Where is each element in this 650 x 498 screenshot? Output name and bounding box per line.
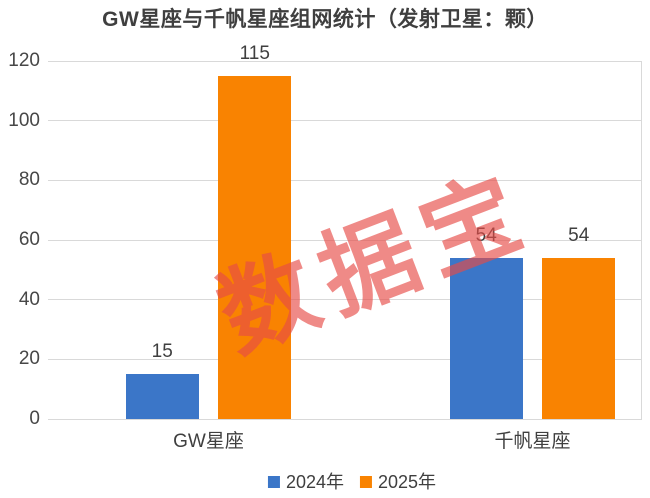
- bar-value-label: 115: [239, 42, 270, 64]
- legend-swatch-2025年: [360, 476, 372, 488]
- x-axis-label: 千帆星座: [494, 431, 571, 452]
- bar-value-label: 15: [151, 341, 173, 363]
- gridline: [48, 239, 642, 241]
- x-axis-label: GW星座: [173, 431, 244, 452]
- gridline: [48, 358, 642, 360]
- bar-value-label: 54: [475, 224, 497, 246]
- bar-2024年-千帆星座: [449, 257, 523, 419]
- legend: 2024年 2025年: [267, 472, 436, 492]
- bar-value-label: 54: [568, 224, 590, 246]
- gridline: [48, 60, 642, 62]
- legend-label: 2025年: [378, 472, 437, 492]
- gridline: [48, 418, 642, 420]
- y-axis-label: 60: [18, 229, 40, 250]
- bar-2024年-GW星座: [125, 374, 199, 419]
- legend-item-2024年: 2024年: [267, 472, 344, 492]
- y-axis-label: 0: [29, 408, 40, 429]
- y-axis-label: 40: [18, 288, 40, 310]
- bar-2025年-GW星座: [218, 75, 292, 419]
- gridline: [48, 299, 642, 301]
- gridline: [48, 179, 642, 181]
- y-axis-label: 80: [18, 169, 40, 191]
- legend-label: 2024年: [285, 472, 344, 492]
- legend-swatch-2024年: [267, 476, 280, 488]
- y-axis-label: 20: [18, 348, 40, 370]
- y-axis-label: 120: [8, 50, 40, 71]
- y-axis-label: 100: [8, 109, 40, 131]
- plot-right-border: [641, 61, 642, 419]
- chart-title: GW星座与千帆星座组网统计（发射卫星：颗）: [102, 8, 548, 31]
- legend-item-2025年: 2025年: [360, 472, 436, 492]
- bar-2025年-千帆星座: [542, 257, 616, 419]
- gridline: [48, 120, 642, 122]
